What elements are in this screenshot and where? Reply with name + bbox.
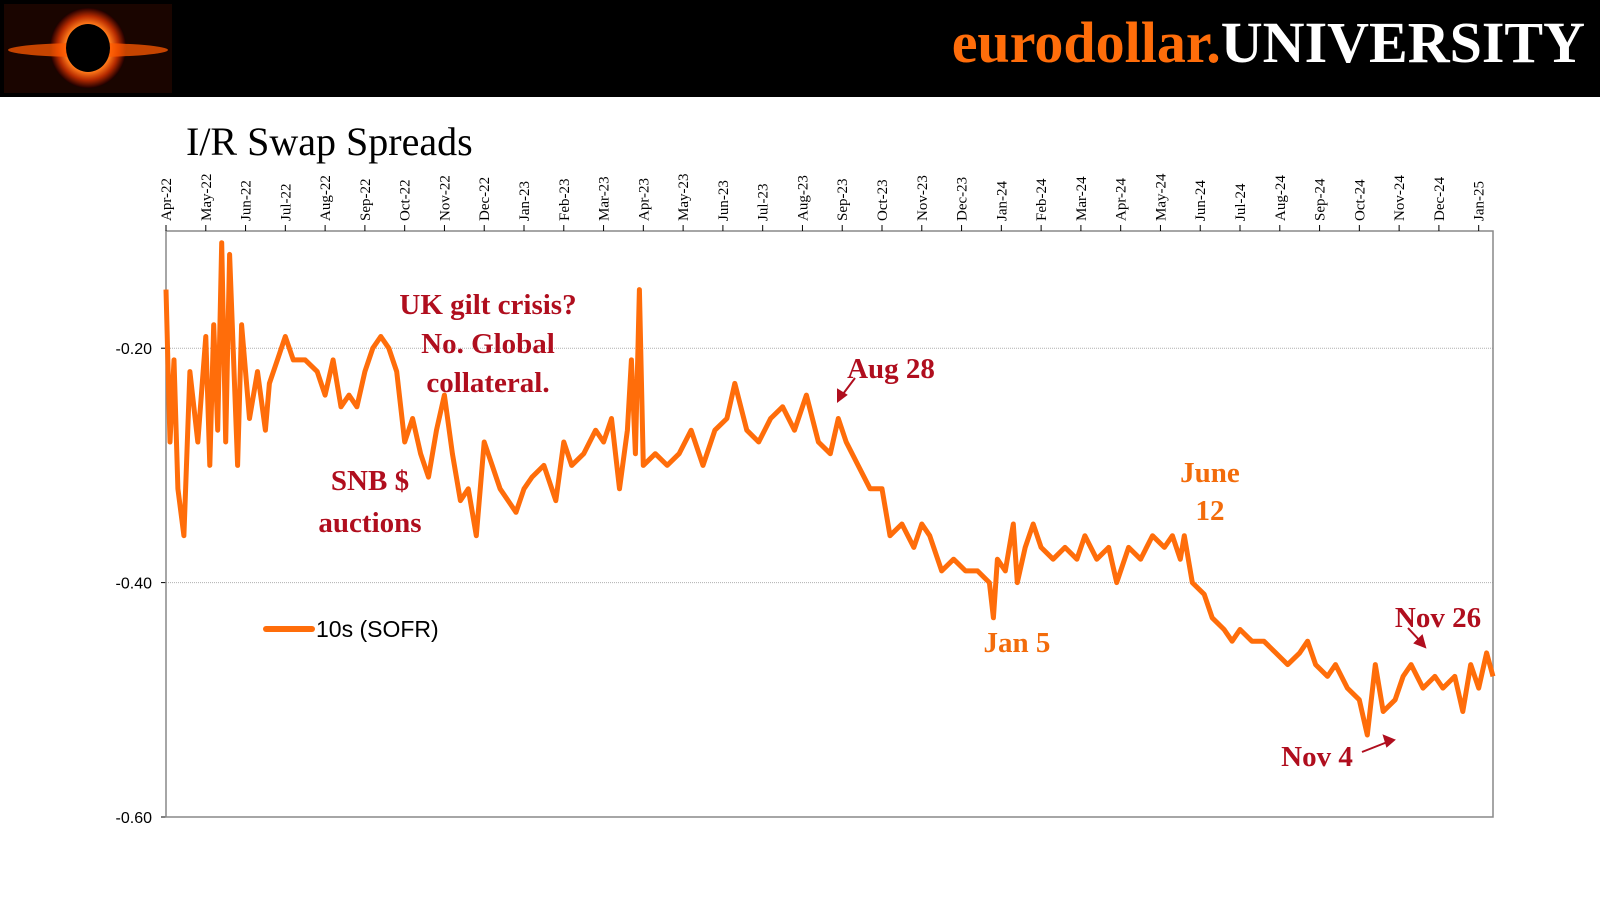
x-tick-label: Dec-24: [1432, 176, 1448, 221]
arrow-head: [1413, 634, 1427, 649]
x-tick-label: Jan-25: [1472, 181, 1488, 221]
annotation: auctions: [318, 507, 421, 539]
x-tick-label: Jul-24: [1233, 183, 1249, 221]
data-line: [163, 240, 1496, 738]
annotation: Nov 4: [1281, 741, 1353, 773]
x-tick-label: Aug-24: [1273, 175, 1289, 221]
annotation: SNB $: [331, 465, 409, 497]
x-tick-label: Dec-23: [955, 177, 971, 221]
x-tick-label: Feb-23: [557, 179, 573, 222]
annotation: 12: [1196, 495, 1225, 527]
logo: [4, 4, 172, 93]
annotation: No. Global: [421, 328, 555, 360]
x-tick-label: Nov-24: [1392, 175, 1408, 221]
x-tick-label: Sep-23: [835, 179, 851, 222]
y-tick-label: -0.60: [116, 810, 153, 827]
x-tick-label: Nov-22: [437, 175, 453, 221]
x-tick-label: Jul-22: [278, 184, 294, 222]
brand-part: eurodollar.: [952, 10, 1221, 75]
x-tick-label: May-23: [676, 174, 692, 222]
x-tick-label: Jun-23: [716, 180, 732, 221]
x-tick-label: Apr-22: [159, 178, 175, 221]
x-tick-label: Apr-24: [1114, 177, 1130, 221]
x-tick-label: May-22: [199, 174, 215, 222]
annotation: Jan 5: [984, 627, 1051, 659]
x-tick-label: Nov-23: [915, 175, 931, 221]
x-tick-label: Jan-23: [517, 181, 533, 221]
x-tick-label: Oct-22: [398, 179, 414, 221]
plot-frame: [165, 230, 1494, 818]
x-tick-label: Jun-22: [239, 180, 255, 221]
brand-part: UNIVERSITY: [1221, 10, 1585, 75]
annotation: UK gilt crisis?: [399, 289, 576, 321]
x-tick-label: Sep-22: [358, 179, 374, 222]
x-tick-label: Oct-23: [875, 179, 891, 221]
x-tick-label: Dec-22: [477, 177, 493, 221]
x-tick-label: Jan-24: [994, 181, 1010, 221]
x-tick-label: Aug-23: [795, 175, 811, 221]
x-tick-label: Apr-23: [636, 178, 652, 221]
annotation: June: [1180, 457, 1240, 489]
brand: eurodollar.UNIVERSITY: [952, 10, 1585, 75]
header-bar: [0, 0, 1600, 97]
x-tick-label: Feb-24: [1034, 178, 1050, 221]
x-tick-label: Sep-24: [1313, 178, 1329, 221]
y-tick-label: -0.40: [116, 576, 153, 593]
annotation: Nov 26: [1395, 602, 1481, 634]
annotation-arrows: [837, 377, 1427, 753]
x-tick-label: Oct-24: [1352, 179, 1368, 221]
annotation: collateral.: [426, 367, 549, 399]
x-tick-label: Jun-24: [1193, 180, 1209, 221]
x-tick-label: Jul-23: [756, 184, 772, 222]
x-tick-label: Mar-23: [597, 176, 613, 221]
y-tick-label: -0.20: [116, 341, 153, 358]
chart-title: I/R Swap Spreads: [186, 119, 473, 164]
annotation: Aug 28: [847, 353, 935, 385]
x-tick-label: May-24: [1153, 173, 1169, 221]
x-tick-label: Aug-22: [318, 175, 334, 221]
legend-label: 10s (SOFR): [316, 616, 439, 642]
x-tick-label: Mar-24: [1074, 176, 1090, 221]
arrow-head: [837, 388, 848, 403]
arrow-head: [1382, 734, 1396, 748]
